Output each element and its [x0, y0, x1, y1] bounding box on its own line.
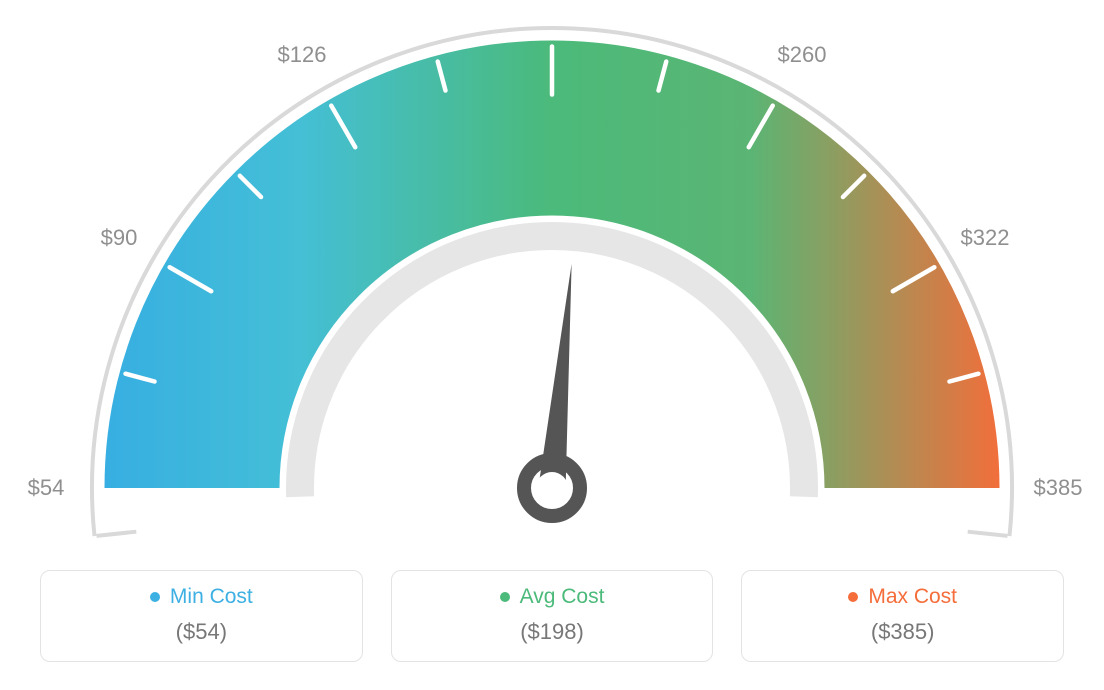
gauge-tick-label: $126 [278, 42, 327, 68]
gauge-tick-label: $385 [1034, 475, 1083, 501]
legend-card-max: Max Cost ($385) [741, 570, 1064, 662]
gauge-area: $54 $90 $126 $198 $260 $322 $385 [0, 0, 1104, 570]
gauge-outer-terminal [97, 532, 137, 536]
gauge-outer-terminal [968, 532, 1008, 536]
legend-value-max: ($385) [742, 619, 1063, 645]
legend-label-max: Max Cost [868, 585, 957, 609]
gauge-tick-label: $54 [28, 475, 65, 501]
legend-value-avg: ($198) [392, 619, 713, 645]
legend-dot-max [848, 592, 858, 602]
gauge-tick-label: $90 [101, 225, 138, 251]
gauge-svg [0, 0, 1104, 570]
legend-value-min: ($54) [41, 619, 362, 645]
gauge-tick-label: $198 [528, 0, 577, 1]
legend-label-min: Min Cost [170, 585, 253, 609]
legend-card-avg: Avg Cost ($198) [391, 570, 714, 662]
legend-card-min: Min Cost ($54) [40, 570, 363, 662]
gauge-tick-label: $260 [778, 42, 827, 68]
legend-dot-min [150, 592, 160, 602]
gauge-needle-hub-hole [536, 472, 568, 504]
legend-row: Min Cost ($54) Avg Cost ($198) Max Cost … [0, 570, 1104, 662]
legend-label-avg: Avg Cost [520, 585, 605, 609]
cost-gauge-chart: $54 $90 $126 $198 $260 $322 $385 Min Cost ($54… [0, 0, 1104, 690]
gauge-tick-label: $322 [961, 225, 1010, 251]
legend-dot-avg [500, 592, 510, 602]
